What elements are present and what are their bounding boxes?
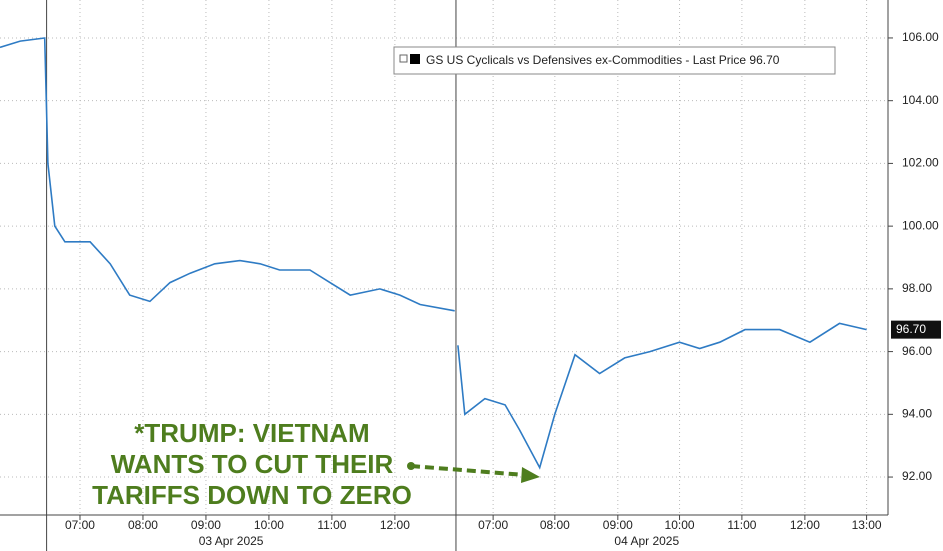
legend-toggle	[399, 54, 408, 63]
x-tick-label: 09:00	[603, 518, 633, 532]
annotation-line: TARIFFS DOWN TO ZERO	[92, 480, 412, 510]
x-tick-label: 10:00	[254, 518, 284, 532]
x-tick-label: 07:00	[65, 518, 95, 532]
day-label: 04 Apr 2025	[614, 534, 679, 548]
annotation-line: *TRUMP: VIETNAM	[134, 418, 369, 448]
annotation: *TRUMP: VIETNAM WANTS TO CUT THEIR TARIF…	[92, 418, 540, 510]
y-tick-label: 94.00	[902, 406, 932, 420]
legend-swatch	[410, 54, 420, 64]
y-tick-label: 98.00	[902, 281, 932, 295]
x-tick-label: 09:00	[191, 518, 221, 532]
arrow-line	[410, 464, 526, 477]
y-tick-label: 104.00	[902, 93, 939, 107]
annotation-line: WANTS TO CUT THEIR	[111, 449, 394, 479]
x-tick-label: 12:00	[380, 518, 410, 532]
last-price-label: 96.70	[896, 322, 926, 336]
arrow-head	[521, 467, 540, 483]
y-tick-label: 92.00	[902, 469, 932, 483]
x-tick-label: 11:00	[727, 518, 756, 532]
last-price-box	[891, 320, 941, 339]
x-tick-label: 11:00	[317, 518, 346, 532]
x-tick-label: 08:00	[540, 518, 570, 532]
y-tick-label: 106.00	[902, 30, 939, 44]
day-label: 03 Apr 2025	[199, 534, 264, 548]
x-tick-label: 13:00	[852, 518, 882, 532]
legend: GS US Cyclicals vs Defensives ex-Commodi…	[393, 46, 836, 75]
legend-label: GS US Cyclicals vs Defensives ex-Commodi…	[426, 53, 780, 67]
x-tick-label: 08:00	[128, 518, 158, 532]
x-tick-label: 07:00	[478, 518, 508, 532]
y-tick-label: 96.00	[902, 344, 932, 358]
y-tick-label: 100.00	[902, 218, 939, 232]
x-tick-label: 10:00	[665, 518, 695, 532]
y-tick-label: 102.00	[902, 156, 939, 170]
series-line	[0, 37, 867, 470]
legend-box	[393, 46, 836, 75]
x-tick-label: 12:00	[790, 518, 820, 532]
